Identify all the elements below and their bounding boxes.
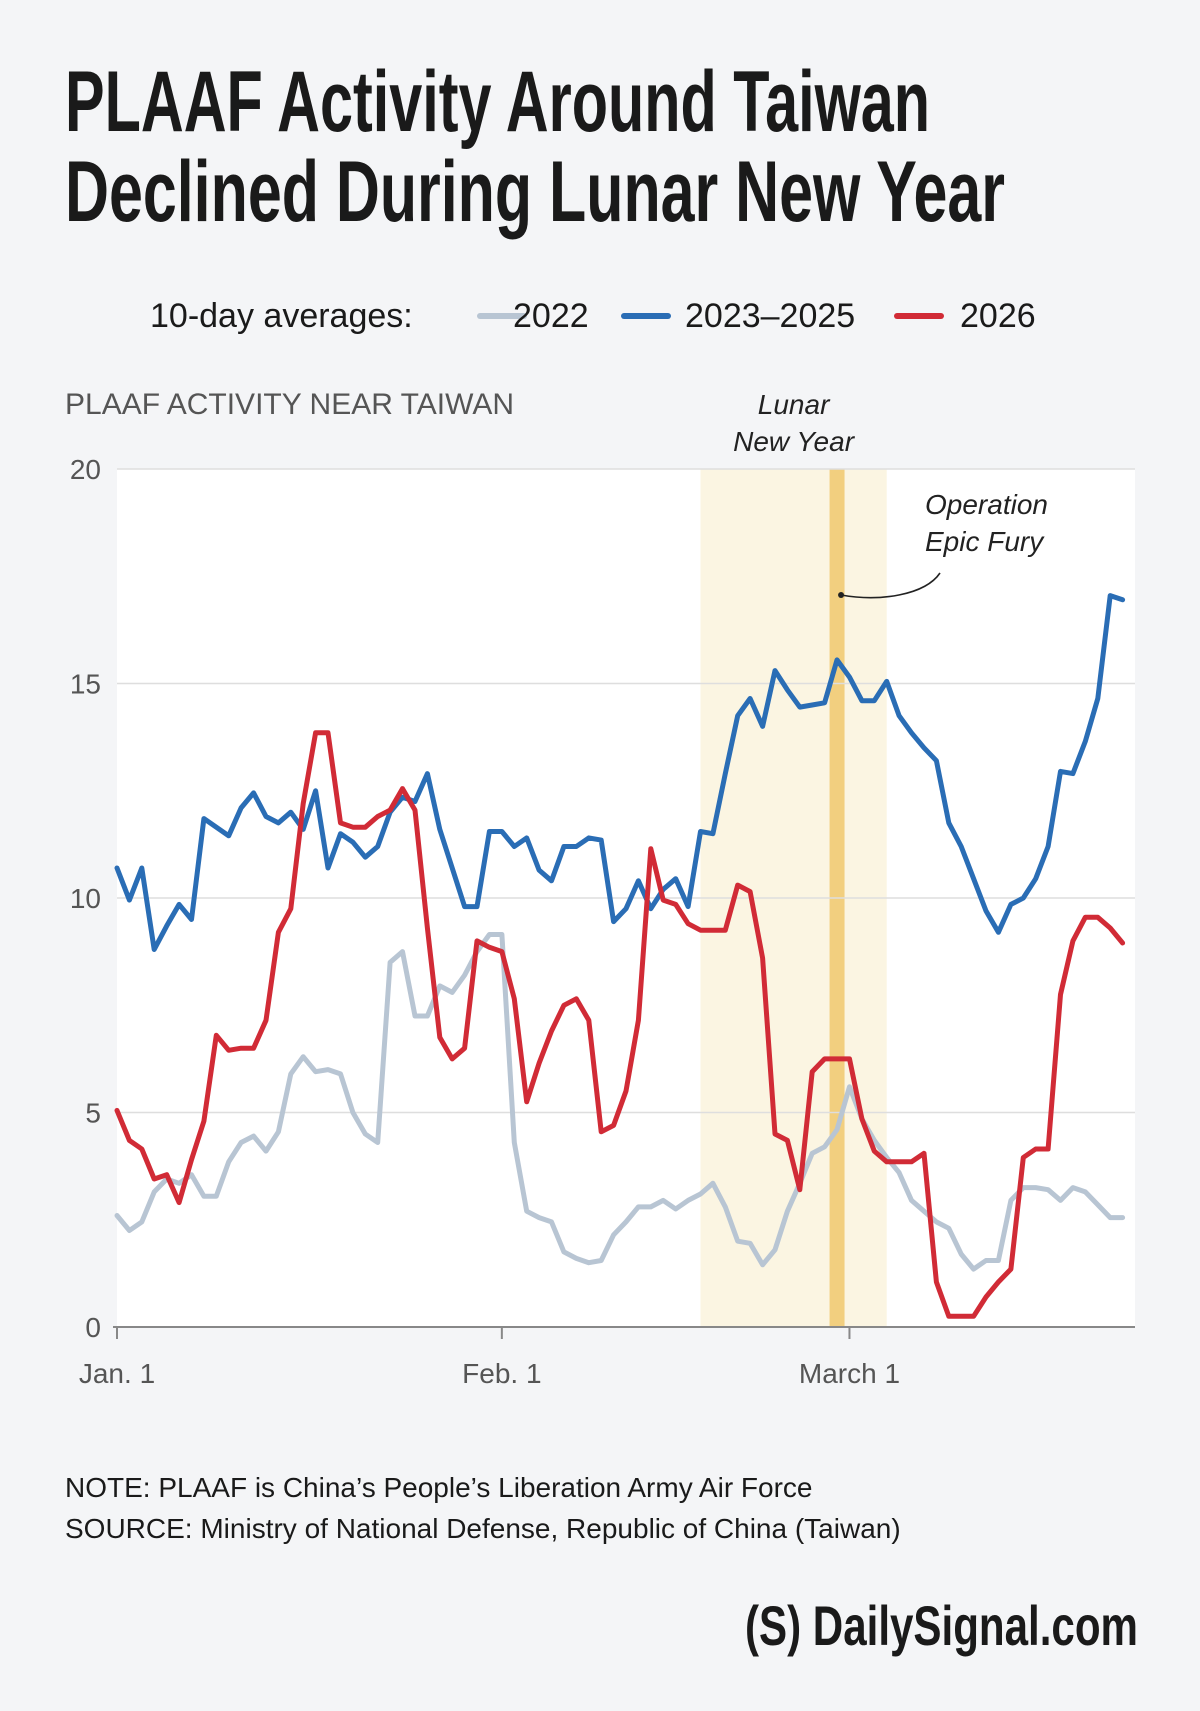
legend-label: 2026 [960, 297, 1036, 335]
x-tick-label: Jan. 1 [79, 1358, 155, 1389]
x-tick-label: March 1 [799, 1358, 900, 1389]
note: SOURCE: Ministry of National Defense, Re… [65, 1513, 901, 1544]
series-line [114, 593, 1126, 952]
chart-title: PLAAF Activity Around Taiwan [65, 54, 930, 150]
brand-logo: (S) DailySignal.com [745, 1594, 1138, 1657]
series-line [114, 730, 1126, 1319]
band-label: Lunar [758, 389, 831, 420]
y-tick-label: 0 [85, 1312, 101, 1343]
marker-label: Epic Fury [925, 526, 1045, 557]
note: NOTE: PLAAF is China’s People’s Liberati… [65, 1472, 813, 1503]
legend-title: 10-day averages: [150, 297, 413, 335]
legend-label: 2022 [513, 297, 589, 335]
y-axis-label: PLAAF ACTIVITY NEAR TAIWAN [65, 388, 514, 421]
legend-label: 2023–2025 [685, 297, 855, 335]
band-label: New Year [733, 426, 856, 457]
y-tick-label: 15 [70, 669, 101, 700]
marker-label: Operation [925, 489, 1048, 520]
annotation-dot [838, 592, 845, 598]
x-tick-label: Feb. 1 [462, 1358, 541, 1389]
chart-title: Declined During Lunar New Year [65, 144, 1005, 240]
y-tick-label: 5 [85, 1098, 101, 1129]
annotation-pointer [840, 572, 941, 599]
y-tick-label: 20 [70, 454, 101, 485]
y-tick-label: 10 [70, 883, 101, 914]
series-line [114, 932, 1126, 1272]
